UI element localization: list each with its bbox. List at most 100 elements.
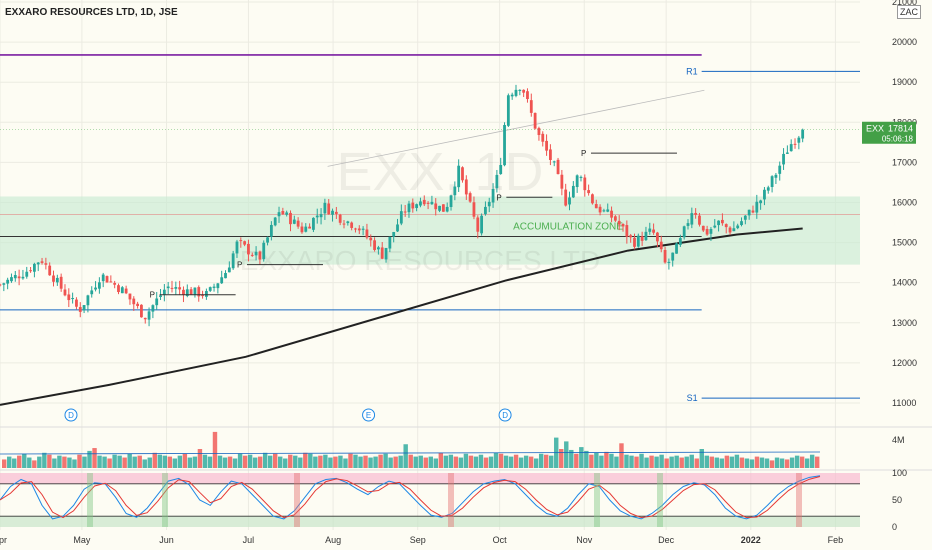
volume-bar (67, 457, 72, 468)
pivot-label: P (150, 291, 155, 300)
candle-body (514, 89, 518, 96)
volume-bar (313, 456, 318, 468)
candle-body (770, 176, 774, 188)
volume-bar (207, 456, 213, 468)
volume-bar (383, 453, 388, 468)
trend-line (327, 89, 705, 167)
stoch-signal-bar (448, 473, 454, 527)
candle-body (269, 224, 273, 237)
candle-body (346, 221, 350, 224)
volume-bar (799, 456, 805, 468)
volume-bar (77, 454, 82, 468)
candle-body (495, 174, 499, 189)
candle-body (147, 311, 151, 320)
candle-body (640, 236, 644, 241)
candle-body (90, 290, 94, 295)
candle-body (785, 152, 789, 154)
sma-200 (0, 227, 803, 406)
volume-bar (177, 455, 183, 468)
candle-body (197, 287, 201, 297)
volume-bar (17, 455, 22, 468)
volume-bar (584, 450, 589, 468)
volume-bar (278, 456, 283, 468)
volume-bar (764, 458, 770, 468)
volume-bar (604, 451, 609, 468)
volume-bar (298, 457, 303, 468)
symbol-watermark: EXX, 1D EXXARO RESOURCES LTD (240, 142, 600, 276)
candle-body (491, 189, 495, 203)
candle-body (522, 89, 526, 93)
candle-body (59, 276, 63, 289)
time-tick-label: Jun (159, 535, 174, 545)
volume-bar (97, 455, 102, 468)
candle-body (453, 186, 457, 196)
candle-body (644, 231, 648, 241)
volume-bar (182, 453, 188, 468)
currency-badge[interactable]: ZAC (897, 5, 921, 19)
candle-body (361, 228, 365, 230)
candle-body (606, 209, 610, 212)
volume-bar (373, 456, 378, 468)
volume-bar (543, 454, 549, 468)
volume-bar (167, 456, 173, 468)
candle-body (648, 228, 652, 232)
candle-body (793, 143, 797, 145)
candle-body (419, 201, 422, 206)
volume-bar (7, 456, 12, 468)
level-label: S1 (687, 393, 698, 403)
volume-bar (192, 456, 198, 468)
volume-bar (744, 458, 750, 468)
price-axis[interactable]: 2100020000190001800017000160001500014000… (892, 0, 917, 408)
candle-body (568, 197, 571, 205)
candle-body (571, 185, 575, 198)
candle-body (243, 241, 247, 245)
volume-bar (328, 457, 333, 468)
candle-body (52, 275, 55, 282)
candle-body (151, 305, 155, 312)
volume-bar (463, 453, 469, 468)
candle-body (105, 276, 109, 283)
volume-bar (503, 455, 509, 468)
volume-bar (2, 459, 7, 468)
volume-bar (217, 455, 223, 468)
candle-body (44, 263, 48, 265)
volume-bar (413, 456, 418, 468)
candle-body (438, 205, 441, 211)
stoch-k-line (0, 475, 821, 520)
time-axis[interactable]: Apr May Jun Jul Aug Sep Oct Nov Dec 2022 Feb (0, 535, 843, 545)
candle-body (564, 189, 568, 206)
candle-body (273, 217, 277, 226)
volume-bar (242, 455, 248, 468)
candle-body (178, 287, 182, 290)
volume-bar (318, 455, 323, 468)
candle-body (663, 249, 667, 263)
volume-bar (483, 457, 489, 468)
candle-body (292, 219, 296, 224)
candle-body (281, 211, 285, 215)
volume-bar (162, 455, 168, 468)
candle-body (415, 204, 419, 209)
candle-body (701, 225, 705, 231)
volume-bar (639, 453, 644, 468)
volume-bar (538, 453, 544, 468)
volume-bar (398, 455, 403, 468)
candle-body (774, 174, 778, 178)
candle-body (247, 243, 250, 255)
volume-bar (202, 454, 208, 468)
volume-bar (408, 454, 413, 468)
stoch-signal-bar (796, 473, 802, 527)
candle-body (277, 212, 281, 217)
volume-bar (262, 452, 268, 468)
volume-bar (227, 456, 233, 468)
volume-bar (549, 455, 554, 468)
volume-bar (267, 455, 273, 468)
volume-bar (293, 455, 298, 468)
candle-body (526, 91, 529, 100)
candle-body (441, 204, 445, 212)
candle-body (506, 95, 510, 126)
candle-body (86, 295, 90, 306)
stoch-tick-label: 100 (892, 468, 907, 478)
candle-body (480, 215, 483, 234)
volume-bar (624, 454, 629, 468)
